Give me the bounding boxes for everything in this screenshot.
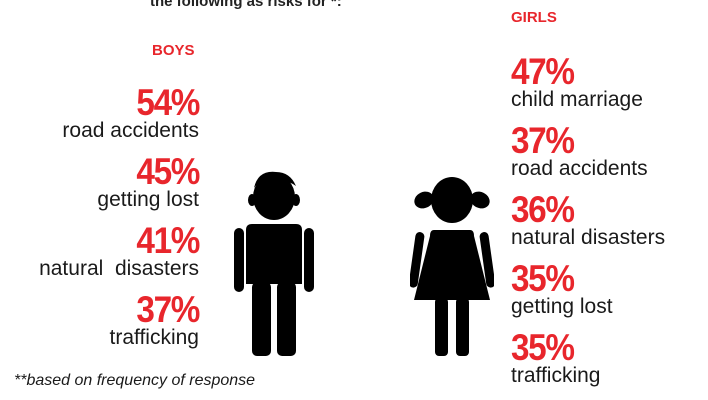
risk-percent: 35% (511, 327, 575, 368)
girls-title: GIRLS (511, 9, 557, 26)
risk-percent: 36% (511, 189, 575, 230)
risk-percent: 45% (136, 151, 200, 192)
boys-title: BOYS (152, 42, 195, 59)
girl-figure-icon (410, 177, 494, 356)
risk-label: natural disasters (511, 226, 666, 249)
risk-percent: 37% (511, 120, 575, 161)
risk-label: getting lost (97, 188, 199, 211)
risk-label: trafficking (109, 326, 200, 349)
risk-label: road accidents (62, 119, 199, 142)
risk-label: child marriage (511, 88, 643, 111)
risk-label: trafficking (511, 364, 601, 387)
risk-percent: 37% (136, 289, 200, 330)
risk-label: natural disasters (39, 257, 199, 280)
risk-percent: 47% (511, 51, 575, 92)
risk-label: road accidents (511, 157, 648, 180)
girls-risk-list: 47% child marriage 37% road accidents 36… (511, 51, 708, 400)
boys-risk-item: 37% trafficking (0, 289, 201, 362)
risk-percent: 54% (136, 82, 200, 123)
risk-percent: 35% (511, 258, 575, 299)
girls-risk-item: 47% child marriage (511, 51, 708, 124)
boy-figure-icon (234, 171, 314, 356)
boys-risk-item: 54% road accidents (0, 82, 200, 155)
girls-risk-item: 36% natural disasters (511, 189, 708, 262)
boys-risk-item: 41% natural disasters (0, 220, 200, 293)
girls-risk-item: 35% trafficking (511, 327, 708, 400)
girls-risk-item: 35% getting lost (511, 258, 708, 331)
risk-percent: 41% (136, 220, 200, 261)
infographic-heading: the following as risks for *: (150, 0, 342, 10)
footnote: **based on frequency of response (14, 372, 256, 389)
boys-risk-list: 54% road accidents 45% getting lost 41% … (0, 82, 201, 362)
boys-risk-item: 45% getting lost (0, 151, 200, 224)
risk-label: getting lost (511, 295, 613, 318)
girls-risk-item: 37% road accidents (511, 120, 708, 193)
